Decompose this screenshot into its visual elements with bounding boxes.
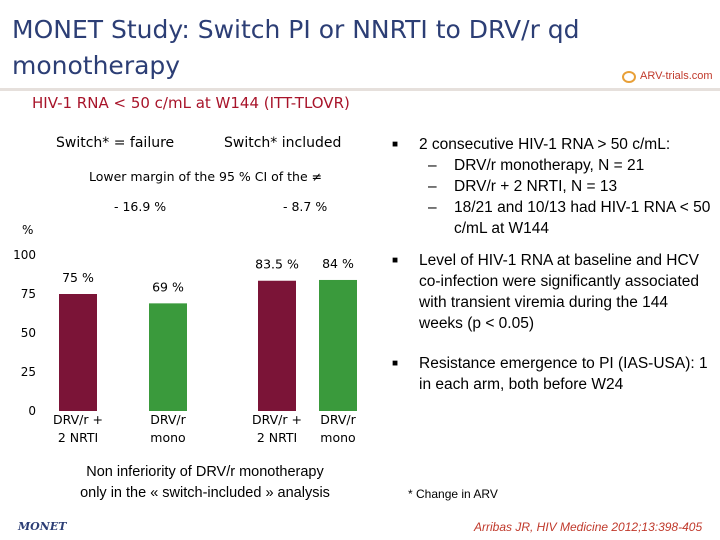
sub-bullet-mono: – DRV/r monotherapy, N = 21 (428, 157, 645, 174)
y-tick-label: 100 (13, 248, 36, 262)
sub-bullet-nrti: – DRV/r + 2 NRTI, N = 13 (428, 178, 618, 195)
bullet-baseline-level: ■ Level of HIV-1 RNA at baseline and HCV… (392, 252, 700, 332)
bullet-square-icon: ■ (392, 255, 399, 266)
bullet-square-icon: ■ (392, 139, 399, 150)
x-category-label: 2 NRTI (257, 430, 297, 445)
bullet-resistance: ■ Resistance emergence to PI (IAS-USA): … (392, 355, 708, 393)
x-category-label: DRV/r (150, 412, 186, 427)
x-category-label: 2 NRTI (58, 430, 98, 445)
bar-value-label: 75 % (62, 270, 94, 285)
bar (59, 294, 97, 411)
logo-text: ARV-trials.com (640, 70, 713, 82)
x-category-label: DRV/r (320, 412, 356, 427)
dash-icon: – (428, 199, 437, 216)
slide-title: MONET Study: Switch PI or NNRTI to DRV/r… (12, 15, 580, 80)
study-mark: MONET (18, 520, 67, 533)
bar (258, 280, 296, 411)
chart-subtitle: HIV-1 RNA < 50 c/mL at W144 (ITT-TLOVR) (32, 94, 350, 112)
sub-bullet-resuppressed: – 18/21 and 10/13 had HIV-1 RNA < 50 c/m… (428, 199, 711, 237)
x-category-label: DRV/r + (53, 412, 103, 427)
bar-value-label: 69 % (152, 279, 184, 294)
x-category-label: mono (320, 430, 355, 445)
dash-icon: – (428, 178, 437, 195)
group-label-included: Switch* included (224, 135, 342, 151)
bullet-list: ■ 2 consecutive HIV-1 RNA > 50 c/mL: – D… (392, 134, 714, 395)
y-axis-label: % (22, 223, 33, 237)
arv-trials-logo: ARV-trials.com (622, 70, 713, 86)
y-tick-label: 50 (21, 326, 36, 340)
x-category-label: DRV/r + (252, 412, 302, 427)
group-label-failure: Switch* = failure (56, 135, 175, 151)
title-divider (0, 88, 720, 91)
noninferiority-line-2: only in the « switch-included » analysis (80, 485, 330, 501)
bar (149, 303, 187, 411)
noninferiority-note: Non inferiority of DRV/r monotherapy onl… (40, 462, 370, 504)
x-category-label: mono (150, 430, 185, 445)
y-tick-label: 75 (21, 287, 36, 301)
bar (319, 279, 357, 411)
bullet-square-icon: ■ (392, 358, 399, 369)
logo-ring-icon (622, 71, 636, 83)
bullet-consecutive-rna: ■ 2 consecutive HIV-1 RNA > 50 c/mL: (392, 136, 671, 153)
margin-label-failure: - 16.9 % (114, 199, 167, 214)
margin-label-included: - 8.7 % (283, 199, 328, 214)
margin-heading: Lower margin of the 95 % CI of the ≠ (89, 169, 323, 184)
dash-icon: – (428, 157, 437, 174)
noninferiority-line-1: Non inferiority of DRV/r monotherapy (86, 464, 324, 480)
bar-value-label: 84 % (322, 256, 354, 271)
citation: Arribas JR, HIV Medicine 2012;13:398-405 (474, 520, 703, 534)
footnote: * Change in ARV (408, 487, 498, 501)
bar-value-label: 83.5 % (255, 257, 299, 272)
bar-chart: % 0 25 50 75 100 75 % 69 % 83.5 % 84 % DRV/r + 2… (13, 223, 357, 445)
y-tick-label: 0 (28, 404, 36, 418)
y-tick-label: 25 (21, 365, 36, 379)
